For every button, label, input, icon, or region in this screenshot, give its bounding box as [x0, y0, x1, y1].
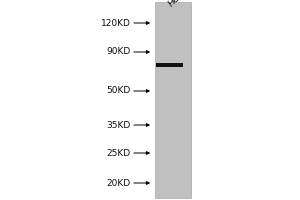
Text: 120KD: 120KD [100, 19, 130, 27]
Text: 20KD: 20KD [106, 178, 130, 188]
Bar [154, 2, 190, 198]
Text: Hela: Hela [167, 0, 187, 8]
Text: 90KD: 90KD [106, 47, 130, 56]
Bar [156, 63, 183, 67]
Text: 35KD: 35KD [106, 120, 130, 130]
Text: 50KD: 50KD [106, 86, 130, 95]
Text: 25KD: 25KD [106, 148, 130, 158]
